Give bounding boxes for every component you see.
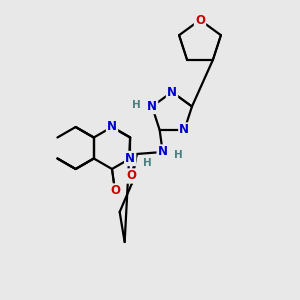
Text: N: N <box>167 85 177 98</box>
Text: N: N <box>107 121 117 134</box>
Text: O: O <box>127 169 137 182</box>
Text: N: N <box>125 152 135 165</box>
Text: O: O <box>110 184 120 197</box>
Text: N: N <box>147 100 157 113</box>
Text: H: H <box>132 100 140 110</box>
Text: O: O <box>195 14 205 26</box>
Text: N: N <box>179 124 189 136</box>
Text: H: H <box>143 158 152 167</box>
Text: N: N <box>158 146 168 158</box>
Text: H: H <box>174 150 183 160</box>
